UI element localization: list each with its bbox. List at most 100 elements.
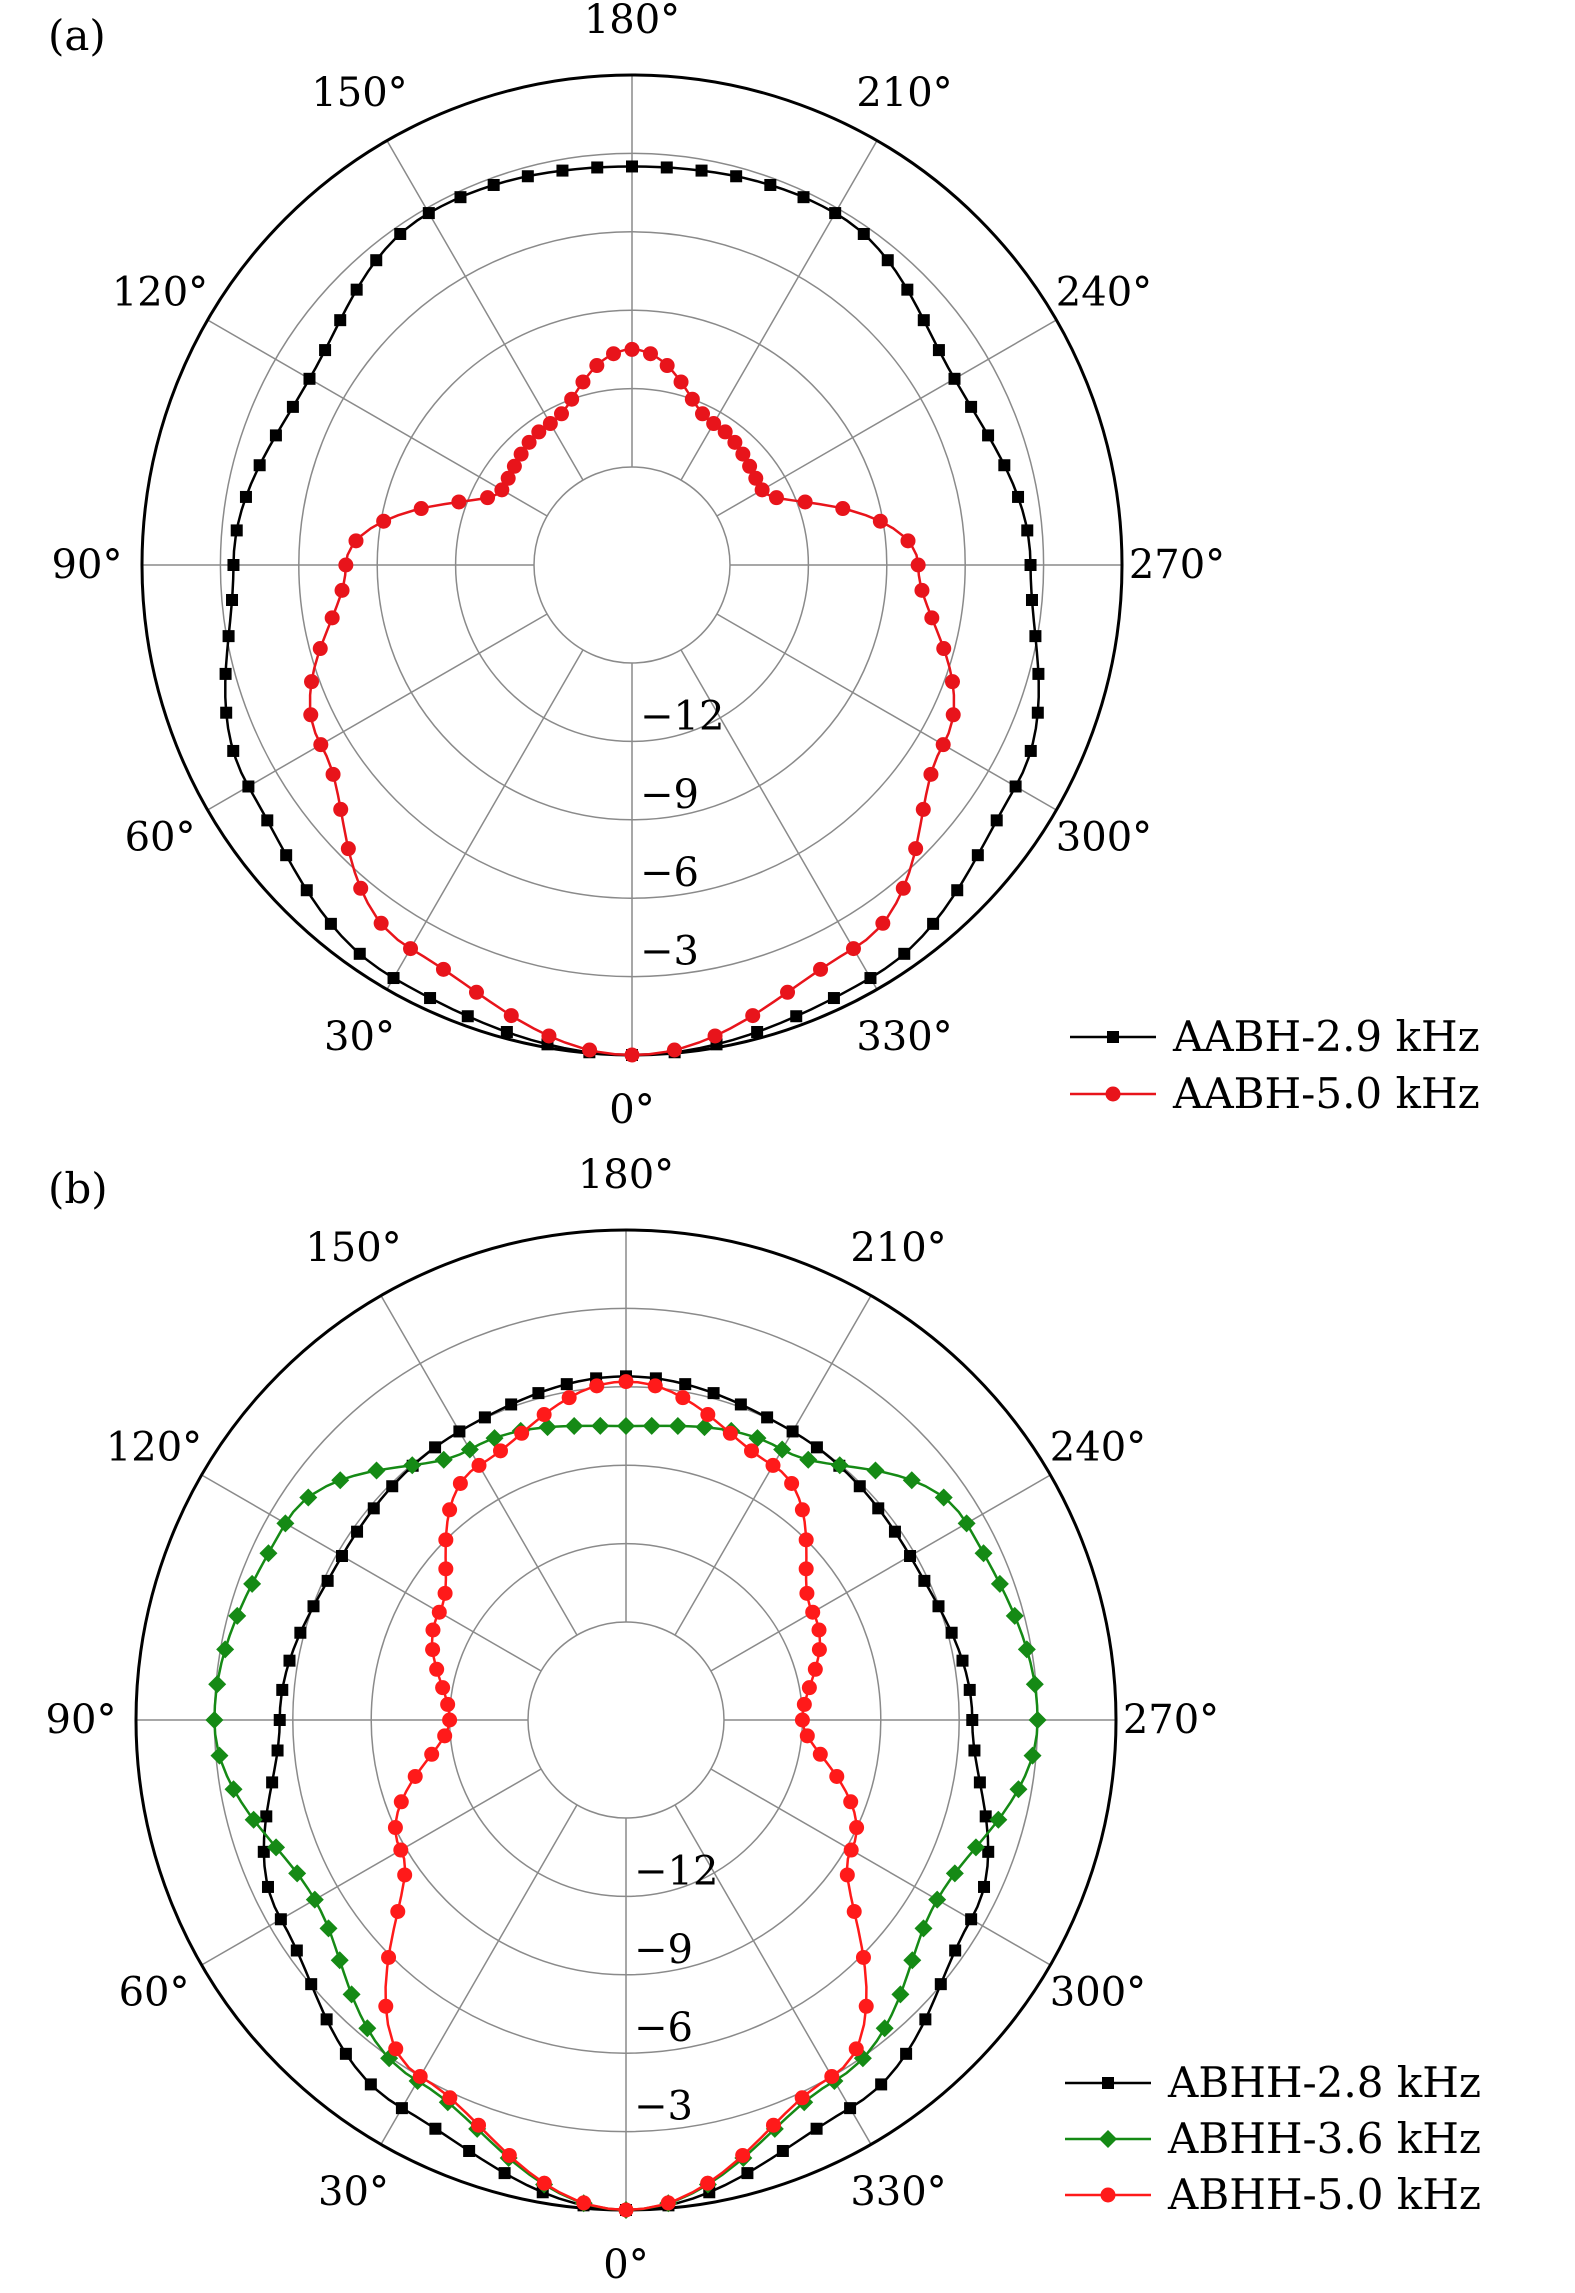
data-point (576, 2195, 592, 2211)
data-point (471, 2117, 487, 2133)
data-point (442, 1712, 458, 1728)
panel-b-radial-tick-label: −9 (634, 1927, 693, 1973)
panel-b-label: (b) (48, 1164, 108, 1213)
panel-b-legend: ABHH-2.8 kHz ABHH-3.6 kHz ABHH-5.0 kHz (1065, 2058, 1481, 2219)
data-point (358, 2019, 377, 2038)
data-point (904, 1550, 917, 1563)
data-point (765, 2117, 781, 2133)
data-point (914, 582, 930, 598)
data-point (274, 1913, 287, 1926)
data-point (589, 1378, 605, 1394)
data-point (951, 884, 964, 897)
data-point (797, 191, 810, 204)
data-point (965, 400, 978, 413)
data-point (618, 2202, 634, 2218)
panel-b-angle-tick-label: 300° (1050, 1970, 1146, 2016)
data-point (700, 2175, 716, 2191)
data-point (895, 880, 911, 896)
panel-b-angle-tick-label: 270° (1123, 1697, 1219, 1743)
data-point (794, 2090, 810, 2106)
panel-a-angle-tick-label: 90° (52, 542, 123, 588)
legend-label: ABHH-5.0 kHz (1167, 2170, 1481, 2219)
data-point (875, 2078, 888, 2091)
data-point (945, 1864, 964, 1883)
data-point (754, 482, 770, 498)
data-point (373, 915, 389, 931)
data-point (807, 1661, 823, 1677)
data-point (927, 917, 940, 930)
data-point (741, 2167, 754, 2180)
data-point (424, 992, 437, 1005)
data-point (492, 1443, 508, 1459)
series-ABHH-5.0 kHz (378, 1374, 874, 2218)
data-point (945, 707, 961, 723)
data-point (505, 1398, 518, 1411)
data-point (810, 1441, 823, 1454)
data-point (324, 610, 340, 626)
data-point (744, 1443, 760, 1459)
data-point (928, 1890, 947, 1909)
data-point (748, 1429, 767, 1448)
data-point (798, 1561, 814, 1577)
data-point (706, 416, 722, 432)
data-point (722, 1425, 738, 1441)
legend-marker (1105, 1086, 1121, 1102)
data-point (1029, 630, 1042, 643)
data-point (335, 1550, 348, 1563)
data-point (386, 1480, 399, 1493)
data-point (872, 1502, 885, 1515)
data-point (340, 841, 356, 857)
data-point (824, 2068, 840, 2084)
panel-b-angle-tick-label: 30° (318, 2169, 389, 2215)
data-point (556, 164, 569, 177)
data-point (915, 801, 931, 817)
data-point (799, 1450, 818, 1469)
data-point (679, 1378, 692, 1391)
data-point (934, 1488, 953, 1507)
data-point (839, 1867, 855, 1883)
data-point (294, 1626, 307, 1639)
data-point (431, 1604, 447, 1620)
data-point (660, 2195, 676, 2211)
data-point (387, 1820, 403, 1836)
data-point (949, 1944, 962, 1957)
data-point (429, 1661, 445, 1677)
data-point (624, 341, 640, 357)
data-point (642, 1416, 661, 1435)
data-point (226, 593, 239, 606)
data-point (855, 1949, 871, 1965)
data-point (260, 1810, 273, 1823)
panel-a-grid-spoke (716, 319, 1057, 517)
data-point (425, 1642, 441, 1658)
data-point (978, 1880, 991, 1893)
data-point (506, 458, 522, 474)
data-point (717, 424, 733, 440)
data-point (353, 947, 366, 960)
data-point (339, 2047, 352, 2060)
data-point (659, 358, 675, 374)
panel-b-grid-spoke (201, 1474, 542, 1672)
data-point (745, 1008, 761, 1024)
data-point (299, 1488, 318, 1507)
data-point (799, 1585, 815, 1601)
data-point (982, 429, 995, 442)
data-point (773, 1440, 792, 1459)
data-point (244, 1810, 263, 1829)
data-point (811, 1642, 827, 1658)
data-point (695, 164, 708, 177)
data-point (786, 1425, 799, 1438)
data-point (313, 737, 329, 753)
data-point (888, 1525, 901, 1538)
data-point (230, 524, 243, 537)
data-point (485, 1429, 504, 1448)
data-point (463, 2144, 476, 2157)
data-point (901, 283, 914, 296)
legend-label: ABHH-3.6 kHz (1167, 2114, 1481, 2163)
data-point (403, 941, 419, 957)
panel-b-angle-tick-label: 240° (1050, 1425, 1146, 1471)
data-point (675, 1390, 691, 1406)
panel-a-radial-tick-label: −12 (640, 693, 724, 739)
legend-marker (1107, 1031, 1119, 1043)
data-point (333, 801, 349, 817)
